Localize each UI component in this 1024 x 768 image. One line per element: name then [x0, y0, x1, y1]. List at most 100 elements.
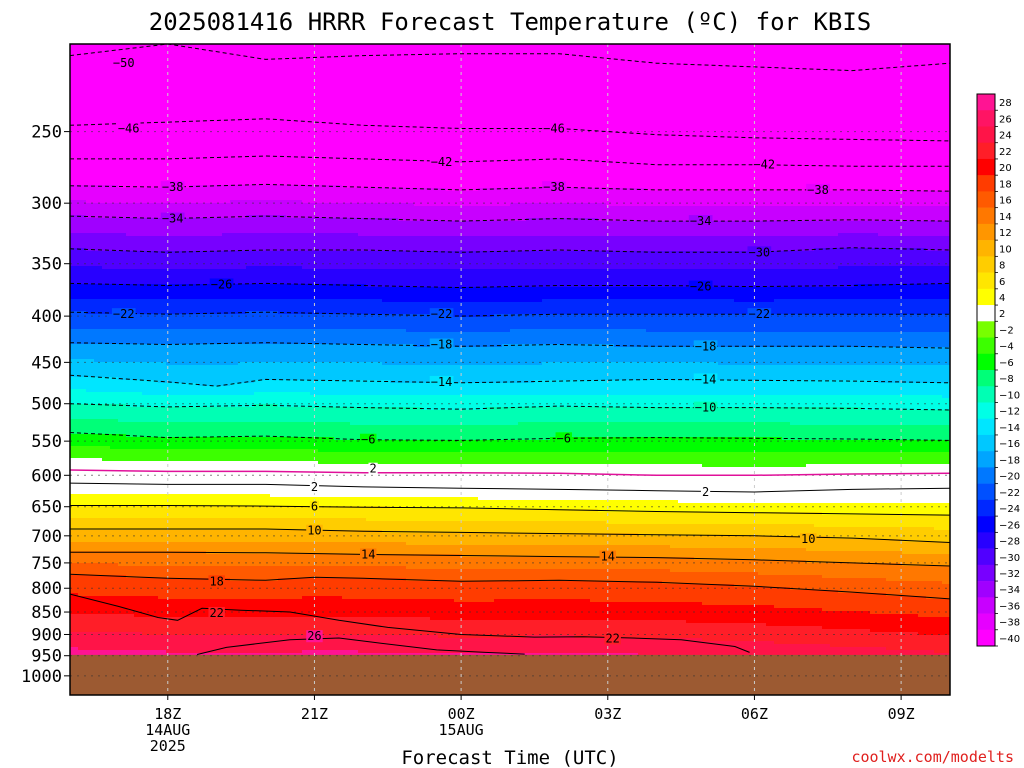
- field-cell: [462, 410, 471, 426]
- field-cell: [318, 542, 327, 555]
- field-cell: [326, 554, 335, 567]
- field-cell: [150, 203, 159, 219]
- field-cell: [886, 299, 895, 315]
- field-cell: [302, 566, 311, 579]
- field-cell: [214, 314, 223, 330]
- field-cell: [846, 407, 855, 426]
- field-cell: [918, 332, 927, 348]
- colorbar-label: 16: [999, 196, 1012, 207]
- field-cell: [342, 440, 351, 453]
- field-cell: [854, 206, 863, 222]
- field-cell: [462, 302, 471, 318]
- field-cell: [846, 248, 855, 267]
- field-cell: [718, 365, 727, 381]
- field-cell: [806, 287, 815, 300]
- contour-label-bg: [604, 632, 621, 645]
- field-cell: [454, 545, 463, 555]
- field-cell: [574, 44, 583, 189]
- field-cell: [598, 251, 607, 270]
- field-cell: [766, 467, 775, 504]
- field-cell: [174, 530, 183, 543]
- colorbar-swatch: [977, 110, 995, 127]
- field-cell: [350, 542, 359, 555]
- field-cell: [206, 542, 215, 555]
- field-cell: [566, 620, 575, 636]
- field-cell: [654, 464, 663, 501]
- y-tick-label: 650: [31, 498, 62, 518]
- field-cell: [686, 347, 695, 363]
- field-cell: [566, 509, 575, 522]
- field-cell: [926, 284, 935, 300]
- field-cell: [878, 206, 887, 222]
- field-cell: [686, 269, 695, 288]
- field-cell: [686, 602, 695, 624]
- field-cell: [678, 221, 687, 237]
- field-cell: [718, 467, 727, 504]
- field-cell: [862, 503, 871, 516]
- field-cell: [294, 635, 303, 654]
- field-cell: [934, 599, 943, 618]
- field-cell: [166, 218, 175, 237]
- field-cell: [702, 347, 711, 363]
- field-cell: [350, 617, 359, 636]
- field-cell: [854, 425, 863, 441]
- field-cell: [870, 425, 879, 441]
- field-cell: [390, 566, 399, 579]
- field-cell: [126, 407, 135, 423]
- field-cell: [342, 452, 351, 465]
- field-cell: [694, 251, 703, 270]
- field-cell: [678, 332, 687, 348]
- field-cell: [510, 620, 519, 639]
- field-cell: [86, 203, 95, 219]
- field-cell: [86, 446, 95, 459]
- field-cell: [222, 461, 231, 495]
- field-cell: [598, 44, 607, 189]
- field-cell: [646, 395, 655, 408]
- field-cell: [774, 407, 783, 423]
- field-cell: [438, 425, 447, 441]
- field-cell: [86, 314, 95, 330]
- field-cell: [734, 605, 743, 624]
- field-cell: [366, 287, 375, 300]
- field-cell: [654, 620, 663, 639]
- field-cell: [798, 236, 807, 252]
- field-cell: [542, 344, 551, 363]
- field-cell: [558, 599, 567, 621]
- field-cell: [838, 503, 847, 516]
- field-cell: [374, 542, 383, 555]
- field-cell: [638, 221, 647, 237]
- field-cell: [518, 464, 527, 501]
- field-cell: [734, 221, 743, 237]
- field-cell: [638, 602, 647, 621]
- field-cell: [462, 287, 471, 303]
- field-cell: [742, 437, 751, 453]
- field-cell: [294, 362, 303, 381]
- field-cell: [822, 269, 831, 288]
- field-cell: [774, 191, 783, 207]
- field-cell: [142, 437, 151, 450]
- field-cell: [726, 584, 735, 606]
- field-cell: [182, 566, 191, 579]
- field-cell: [870, 503, 879, 516]
- field-cell: [470, 638, 479, 654]
- field-cell: [502, 395, 511, 408]
- field-cell: [742, 287, 751, 303]
- field-cell: [686, 407, 695, 423]
- field-cell: [302, 185, 311, 204]
- field-cell: [566, 599, 575, 621]
- field-cell: [894, 527, 903, 540]
- field-cell: [686, 395, 695, 408]
- contour-label-bg: [429, 338, 454, 351]
- field-cell: [358, 425, 367, 441]
- colorbar-swatch: [977, 175, 995, 192]
- contour-label-bg: [747, 308, 772, 321]
- field-cell: [278, 215, 287, 234]
- field-cell: [78, 530, 87, 543]
- field-cell: [222, 554, 231, 567]
- field-cell: [134, 578, 143, 597]
- field-cell: [150, 542, 159, 552]
- field-cell: [590, 314, 599, 330]
- field-cell: [574, 521, 583, 534]
- field-cell: [542, 203, 551, 219]
- field-cell: [622, 188, 631, 207]
